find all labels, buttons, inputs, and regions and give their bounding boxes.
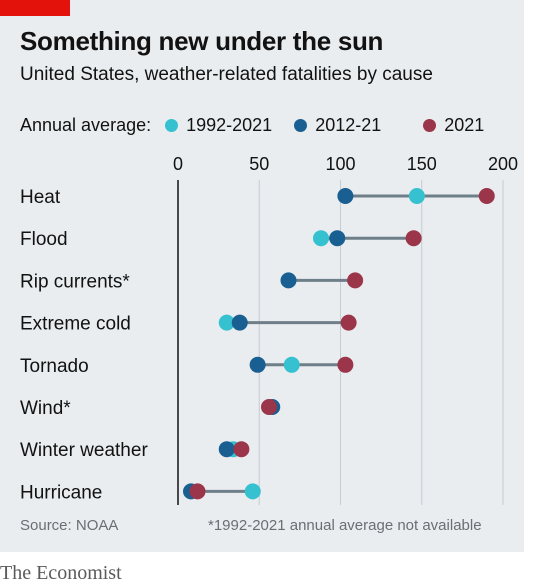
dot-winter-weather-2012-21: [218, 441, 235, 458]
source-note: Source: NOAA: [20, 517, 119, 534]
dot-tornado-1992-2021: [283, 356, 300, 373]
category-label-winter-weather: Winter weather: [20, 440, 148, 461]
dot-heat-1992-2021: [408, 188, 425, 204]
dot-heat-2021: [478, 188, 495, 204]
dot-tornado-2012-21: [249, 356, 266, 373]
legend-dot-2021: [423, 119, 437, 132]
dot-winter-weather-2021: [233, 441, 250, 458]
dot-heat-2012-21: [337, 188, 354, 204]
dot-plot: 0 50 100 150 200 Heat Flood Rip currents* Extrem…: [20, 154, 518, 505]
dot-extreme-cold-1992-2021: [218, 314, 235, 331]
legend-item-1992-2021: 1992-2021: [165, 115, 272, 136]
chart-title: Something new under the sun: [20, 26, 384, 56]
chart-subtitle: United States, weather-related fatalitie…: [20, 64, 433, 85]
dot-rip-currents-2012-21: [280, 272, 297, 289]
dot-extreme-cold-2021: [340, 314, 357, 331]
dot-extreme-cold-2012-21: [231, 314, 248, 331]
dot-flood-2021: [405, 230, 422, 247]
category-label-tornado: Tornado: [20, 356, 89, 377]
legend-label-1992-2021: 1992-2021: [186, 115, 273, 135]
dot-hurricane-1992-2021: [244, 483, 261, 500]
legend: Annual average: 1992-2021 2012-21 2021: [20, 115, 484, 136]
legend-dot-2012-21: [294, 119, 308, 132]
chart-panel: Something new under the sun United State…: [0, 0, 524, 552]
legend-label-2012-21: 2012-21: [315, 115, 382, 135]
legend-item-2012-21: 2012-21: [294, 115, 381, 136]
dot-flood-2012-21: [329, 230, 346, 247]
dot-wind-2021: [261, 399, 277, 415]
legend-item-2021: 2021: [423, 115, 484, 136]
dot-tornado-2021: [337, 356, 354, 373]
category-label-hurricane: Hurricane: [20, 482, 102, 503]
legend-label-2021: 2021: [444, 115, 485, 135]
category-label-rip-currents: Rip currents*: [20, 271, 130, 292]
dot-hurricane-2021: [189, 483, 206, 500]
brand-wordmark: The Economist: [0, 562, 122, 584]
brand-red-tab: [0, 0, 70, 16]
dot-rip-currents-2021: [347, 272, 364, 289]
x-tick-label-150: 150: [407, 154, 437, 174]
x-tick-label-0: 0: [173, 154, 183, 174]
category-label-flood: Flood: [20, 229, 68, 250]
category-label-wind: Wind*: [20, 398, 71, 419]
category-label-heat: Heat: [20, 187, 61, 208]
dot-flood-1992-2021: [313, 230, 329, 247]
footnote: *1992-2021 annual average not available: [208, 517, 482, 534]
category-label-extreme-cold: Extreme cold: [20, 314, 131, 335]
x-tick-label-50: 50: [249, 154, 269, 174]
x-tick-label-200: 200: [488, 154, 518, 174]
legend-dot-1992-2021: [165, 119, 179, 132]
legend-title: Annual average:: [20, 115, 152, 135]
x-tick-label-100: 100: [325, 154, 355, 174]
